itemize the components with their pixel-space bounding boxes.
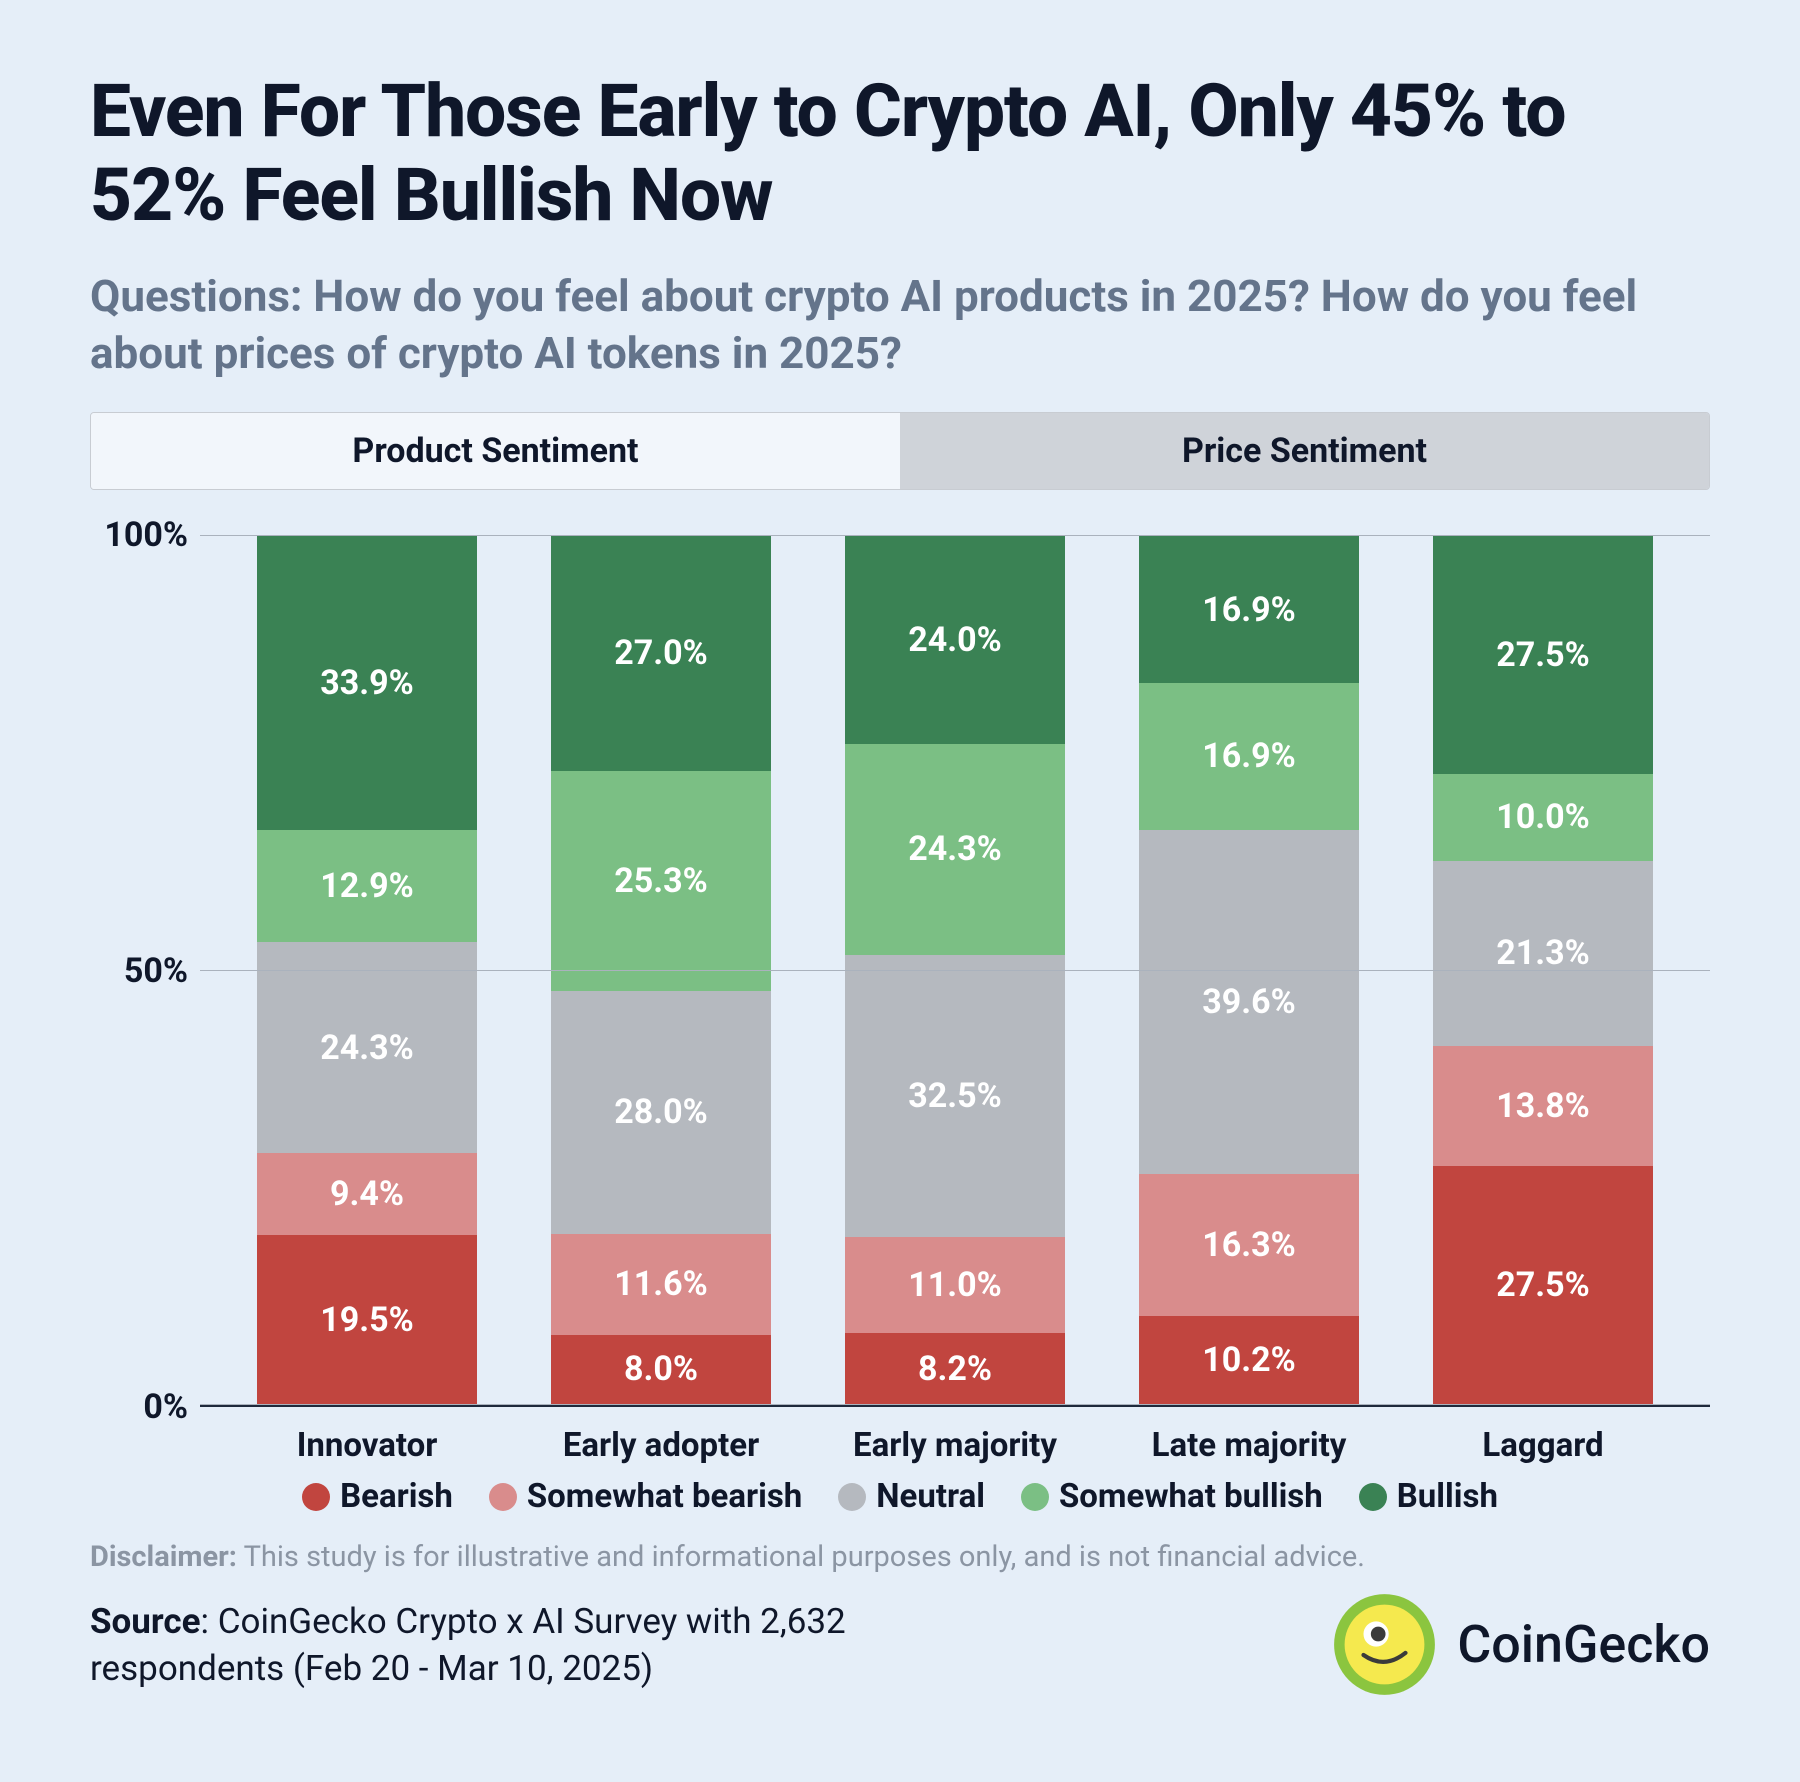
grid-line	[200, 535, 1710, 536]
segment-somewhat_bullish: 10.0%	[1433, 774, 1653, 861]
legend-item-neutral: Neutral	[838, 1477, 985, 1516]
segment-somewhat_bullish: 12.9%	[257, 830, 477, 942]
segment-somewhat_bullish: 16.9%	[1139, 683, 1359, 830]
legend-swatch-icon	[1359, 1483, 1387, 1511]
segment-bullish: 33.9%	[257, 535, 477, 830]
segment-bearish: 19.5%	[257, 1235, 477, 1404]
legend-label: Bearish	[340, 1477, 453, 1516]
x-tick-label: Early adopter	[551, 1426, 771, 1465]
legend-swatch-icon	[838, 1483, 866, 1511]
x-tick-label: Late majority	[1139, 1426, 1359, 1465]
tab-price-sentiment[interactable]: Price Sentiment	[900, 413, 1709, 489]
brand-lockup: CoinGecko	[1332, 1592, 1710, 1697]
x-axis-labels: Innovator Early adopter Early majority Late…	[200, 1426, 1710, 1465]
brand-name-text: CoinGecko	[1457, 1614, 1710, 1675]
x-tick-label: Laggard	[1433, 1426, 1653, 1465]
legend-item-somewhat_bullish: Somewhat bullish	[1021, 1477, 1323, 1516]
segment-neutral: 21.3%	[1433, 861, 1653, 1046]
segment-bullish: 27.5%	[1433, 535, 1653, 774]
y-tick-label: 0%	[143, 1387, 188, 1427]
chart-footer: Source: CoinGecko Crypto x AI Survey wit…	[90, 1592, 1710, 1697]
segment-somewhat_bearish: 9.4%	[257, 1153, 477, 1235]
segment-bullish: 24.0%	[845, 535, 1065, 744]
y-tick-label: 100%	[104, 515, 188, 555]
segment-bearish: 8.0%	[551, 1335, 771, 1405]
legend-label: Somewhat bearish	[527, 1477, 802, 1516]
segment-bearish: 27.5%	[1433, 1166, 1653, 1405]
legend-label: Somewhat bullish	[1059, 1477, 1323, 1516]
source-citation: Source: CoinGecko Crypto x AI Survey wit…	[90, 1598, 1040, 1693]
segment-bullish: 27.0%	[551, 536, 771, 771]
segment-neutral: 39.6%	[1139, 830, 1359, 1174]
chart-subtitle: Questions: How do you feel about crypto …	[90, 268, 1710, 382]
tab-product-sentiment[interactable]: Product Sentiment	[91, 413, 900, 489]
segment-somewhat_bearish: 11.0%	[845, 1237, 1065, 1333]
legend-label: Neutral	[876, 1477, 985, 1516]
stacked-bar-chart: 0%50%100% 33.9%12.9%24.3%9.4%19.5%27.0%2…	[90, 515, 1710, 1465]
segment-somewhat_bullish: 24.3%	[845, 744, 1065, 955]
segment-somewhat_bearish: 11.6%	[551, 1234, 771, 1335]
segment-neutral: 28.0%	[551, 991, 771, 1234]
legend-item-somewhat_bearish: Somewhat bearish	[489, 1477, 802, 1516]
legend-swatch-icon	[489, 1483, 517, 1511]
disclaimer-text: Disclaimer: This study is for illustrati…	[90, 1540, 1710, 1574]
chart-title: Even For Those Early to Crypto AI, Only …	[90, 70, 1710, 238]
legend-swatch-icon	[1021, 1483, 1049, 1511]
y-axis: 0% 50% 100%	[90, 515, 200, 1425]
segment-somewhat_bearish: 13.8%	[1433, 1046, 1653, 1166]
coingecko-logo-icon	[1332, 1592, 1437, 1697]
plot-area: 33.9%12.9%24.3%9.4%19.5%27.0%25.3%28.0%1…	[200, 535, 1710, 1407]
chart-legend: Bearish Somewhat bearish Neutral Somewhat b…	[90, 1477, 1710, 1516]
grid-line	[200, 970, 1710, 971]
legend-item-bearish: Bearish	[302, 1477, 453, 1516]
segment-somewhat_bearish: 16.3%	[1139, 1174, 1359, 1316]
y-tick-label: 50%	[124, 951, 188, 991]
segment-bullish: 16.9%	[1139, 536, 1359, 683]
legend-item-bullish: Bullish	[1359, 1477, 1498, 1516]
legend-label: Bullish	[1397, 1477, 1498, 1516]
segment-bearish: 10.2%	[1139, 1316, 1359, 1405]
x-tick-label: Innovator	[257, 1426, 477, 1465]
segment-neutral: 32.5%	[845, 955, 1065, 1237]
sentiment-tabs: Product SentimentPrice Sentiment	[90, 412, 1710, 490]
segment-neutral: 24.3%	[257, 942, 477, 1153]
x-tick-label: Early majority	[845, 1426, 1065, 1465]
legend-swatch-icon	[302, 1483, 330, 1511]
grid-line	[200, 1404, 1710, 1405]
segment-somewhat_bullish: 25.3%	[551, 771, 771, 991]
segment-bearish: 8.2%	[845, 1333, 1065, 1404]
